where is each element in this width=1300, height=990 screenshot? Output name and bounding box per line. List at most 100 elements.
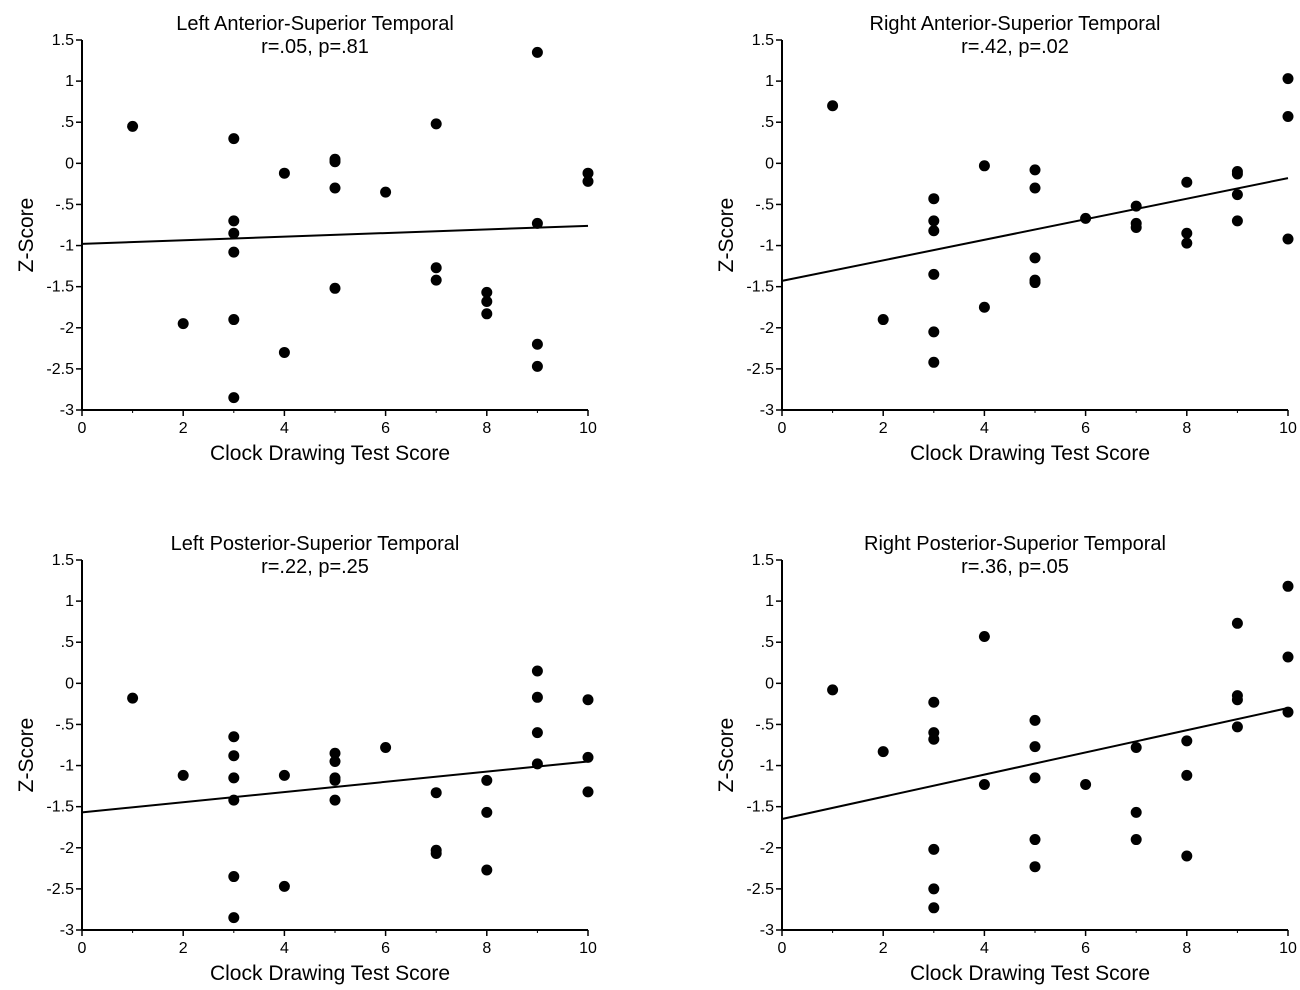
data-point	[1181, 735, 1193, 747]
data-point	[1282, 73, 1294, 85]
data-point	[978, 630, 990, 642]
data-point	[1282, 706, 1294, 718]
x-tick-label: 10	[579, 940, 597, 957]
data-point	[278, 880, 290, 892]
data-point	[978, 160, 990, 172]
data-point	[1181, 769, 1193, 781]
data-point	[531, 46, 543, 58]
y-tick-label: 0	[765, 675, 774, 692]
data-point	[1231, 694, 1243, 706]
data-point	[329, 282, 341, 294]
data-point	[1181, 850, 1193, 862]
y-axis-label: Z-Score	[715, 718, 738, 793]
regression-line	[781, 707, 1289, 820]
data-point	[1130, 834, 1142, 846]
data-point	[877, 746, 889, 758]
data-point	[1231, 617, 1243, 629]
x-tick-label: 10	[579, 420, 597, 437]
data-point	[430, 787, 442, 799]
y-tick-label: 1	[65, 73, 74, 90]
y-tick-label: -3	[760, 402, 774, 419]
data-point	[228, 227, 240, 239]
chart-panel-left-anterior: Left Anterior-Superior Temporal r=.05, p=…	[0, 0, 600, 470]
data-point	[228, 133, 240, 145]
data-point	[1029, 772, 1041, 784]
x-tick-label: 2	[179, 420, 188, 437]
y-tick-label: -.5	[55, 196, 74, 213]
data-point	[1231, 189, 1243, 201]
y-tick-label: 1.5	[52, 32, 74, 49]
y-tick-label: -2.5	[46, 881, 74, 898]
x-tick-label: 6	[1081, 420, 1090, 437]
data-point	[1231, 215, 1243, 227]
x-tick-label: 4	[280, 940, 289, 957]
data-point	[1282, 110, 1294, 122]
chart-panel-left-posterior: Left Posterior-Superior Temporal r=.22, p…	[0, 520, 600, 990]
data-point	[329, 755, 341, 767]
data-point	[827, 684, 839, 696]
data-point	[1181, 176, 1193, 188]
data-point	[481, 286, 493, 298]
data-point	[928, 356, 940, 368]
data-point	[177, 318, 189, 330]
data-point	[228, 246, 240, 258]
y-tick-label: 1	[765, 73, 774, 90]
x-tick-label: 6	[381, 420, 390, 437]
y-tick-label: 1	[65, 593, 74, 610]
data-point	[1080, 212, 1092, 224]
y-tick-label: -.5	[755, 716, 774, 733]
data-point	[481, 295, 493, 307]
data-point	[481, 308, 493, 320]
y-tick-label: 0	[765, 155, 774, 172]
data-point	[278, 167, 290, 179]
data-point	[1181, 227, 1193, 239]
data-point	[228, 731, 240, 743]
y-axis-label: Z-Score	[715, 198, 738, 273]
y-tick-label: .5	[761, 114, 774, 131]
x-tick-label: 10	[1279, 420, 1297, 437]
chart-title: Left Anterior-Superior Temporal	[176, 13, 454, 35]
data-point	[380, 186, 392, 198]
y-tick-label: -1.5	[46, 799, 74, 816]
data-point	[127, 120, 139, 132]
regression-line	[81, 224, 589, 245]
data-point	[1029, 252, 1041, 264]
y-tick-label: -3	[60, 402, 74, 419]
x-tick-label: 4	[280, 420, 289, 437]
data-point	[228, 750, 240, 762]
data-point	[177, 769, 189, 781]
chart-subtitle: r=.36, p=.05	[961, 556, 1069, 578]
chart-title: Left Posterior-Superior Temporal	[171, 533, 460, 555]
data-point	[228, 794, 240, 806]
y-tick-label: -2	[60, 320, 74, 337]
data-point	[928, 883, 940, 895]
data-point	[127, 692, 139, 704]
x-tick-label: 4	[980, 420, 989, 437]
data-point	[1181, 237, 1193, 249]
data-point	[278, 346, 290, 358]
data-point	[1029, 714, 1041, 726]
chart-subtitle: r=.42, p=.02	[961, 36, 1069, 58]
data-point	[228, 871, 240, 883]
x-tick-label: 0	[778, 420, 787, 437]
data-point	[582, 751, 594, 763]
y-axis-label: Z-Score	[15, 198, 38, 273]
data-point	[1130, 806, 1142, 818]
data-point	[481, 774, 493, 786]
data-point	[1029, 164, 1041, 176]
y-tick-label: .5	[61, 114, 74, 131]
y-tick-label: -1.5	[46, 279, 74, 296]
scatter-plot: Right Posterior-Superior Temporalr=.36, …	[715, 533, 1297, 985]
data-point	[928, 696, 940, 708]
data-point	[329, 747, 341, 759]
data-point	[531, 691, 543, 703]
chart-panel-right-posterior: Right Posterior-Superior Temporal r=.36, …	[700, 520, 1300, 990]
data-point	[928, 733, 940, 745]
x-tick-label: 2	[879, 940, 888, 957]
data-point	[1029, 741, 1041, 753]
data-point	[1231, 721, 1243, 733]
data-point	[582, 694, 594, 706]
data-point	[430, 848, 442, 860]
data-point	[380, 741, 392, 753]
